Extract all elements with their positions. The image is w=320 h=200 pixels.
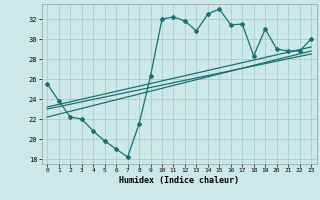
X-axis label: Humidex (Indice chaleur): Humidex (Indice chaleur): [119, 176, 239, 185]
